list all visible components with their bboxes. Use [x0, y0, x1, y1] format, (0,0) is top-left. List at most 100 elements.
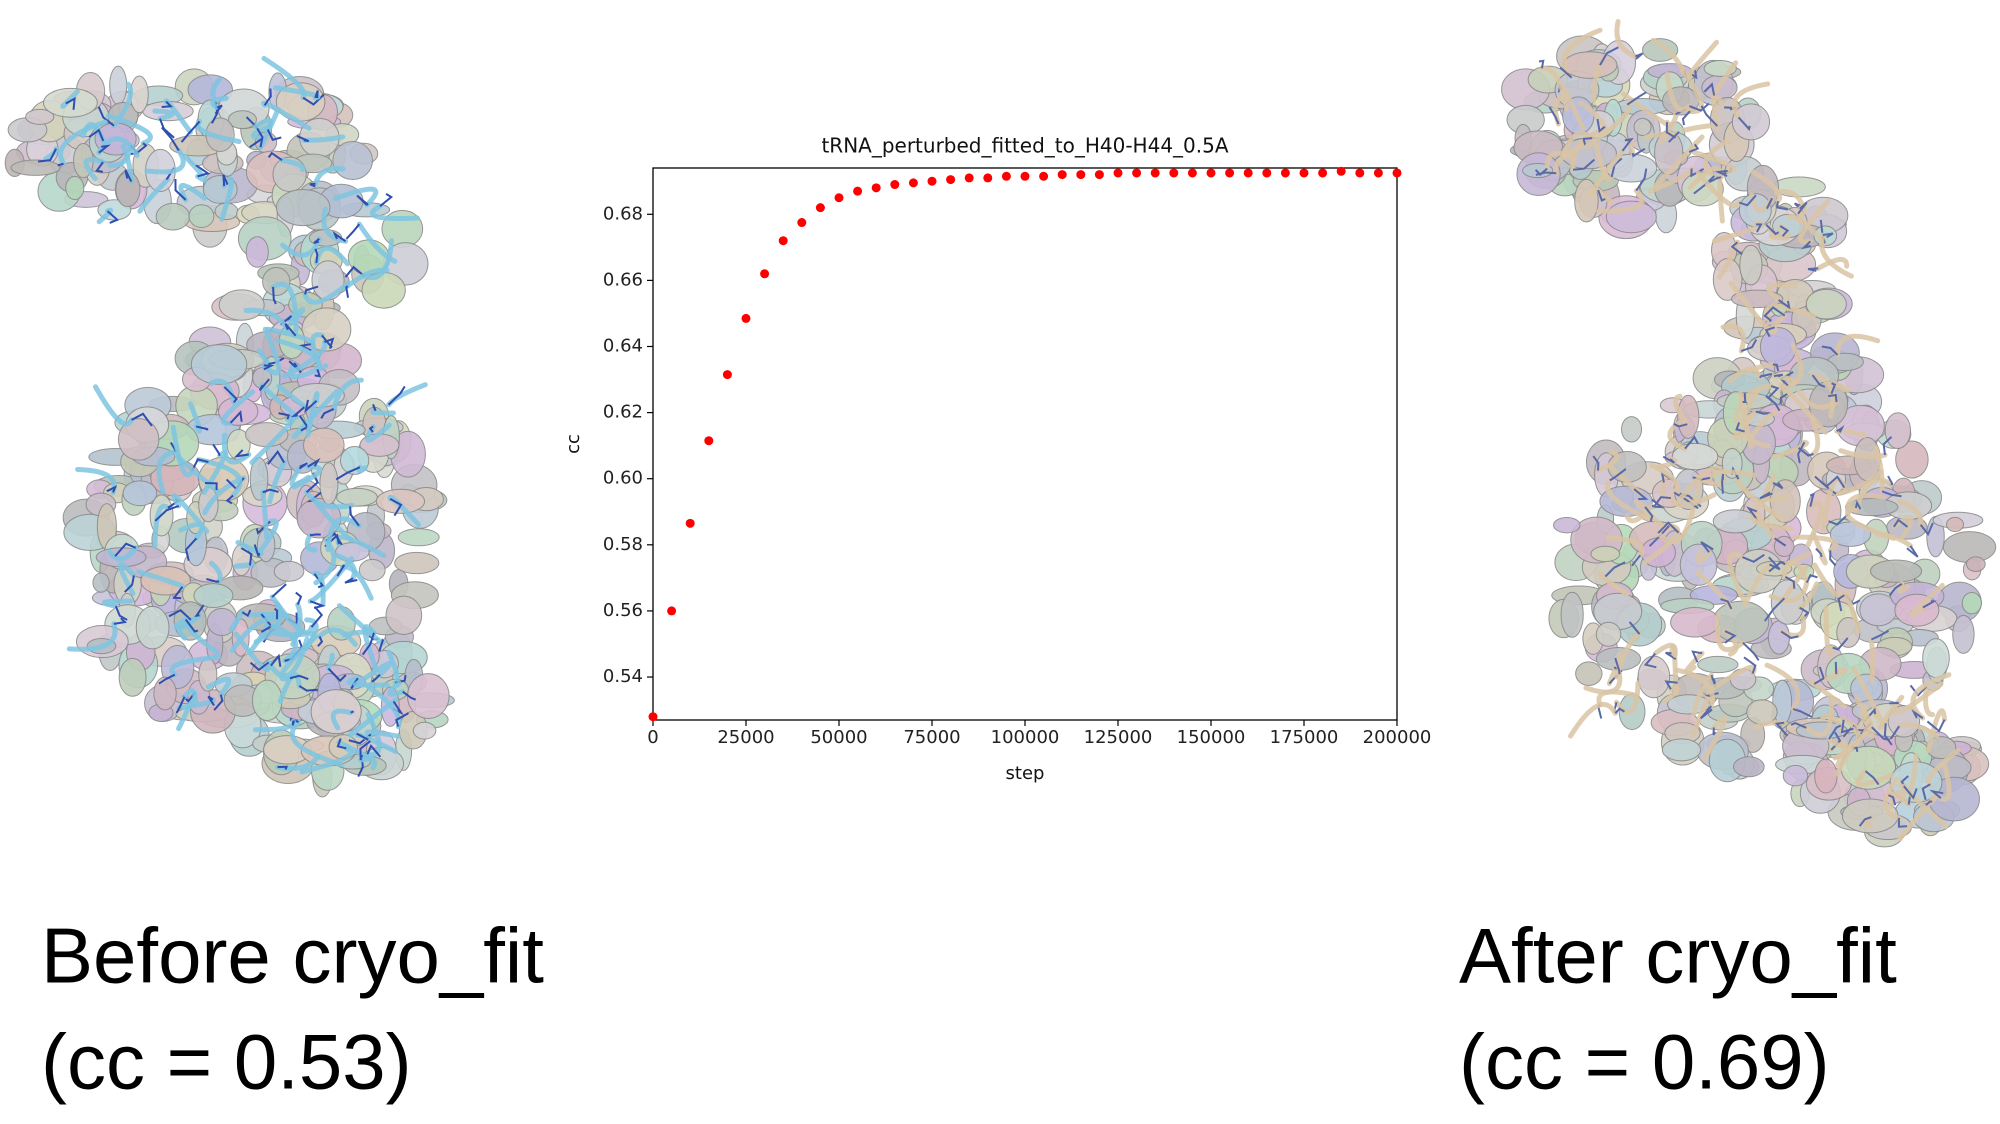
- sticks: [240, 547, 253, 566]
- sticks: [1737, 116, 1751, 132]
- ribbon: [1662, 685, 1680, 704]
- ribbon: [1628, 139, 1636, 156]
- sticks: [1870, 630, 1890, 641]
- ribbon: [1544, 150, 1577, 172]
- sticks: [379, 193, 394, 207]
- ribbon: [1891, 515, 1914, 539]
- sticks: [214, 104, 223, 115]
- sticks: [272, 286, 277, 305]
- ribbon: [1809, 415, 1821, 457]
- ribbon: [1642, 131, 1681, 141]
- ribbon: [1855, 768, 1895, 787]
- y-tick-label: 0.68: [603, 203, 643, 224]
- sticks: [1664, 680, 1678, 690]
- density-blob: [1677, 394, 1700, 440]
- sticks: [387, 385, 406, 406]
- ribbon: [365, 683, 402, 730]
- ribbon: [1823, 605, 1836, 657]
- ribbon: [1727, 552, 1747, 603]
- density-blob: [1782, 764, 1809, 787]
- sticks: [180, 120, 201, 143]
- sticks: [1924, 800, 1933, 807]
- sticks: [88, 128, 105, 142]
- ribbon: [270, 623, 299, 664]
- density-blob: [252, 679, 283, 722]
- ribbon: [96, 207, 114, 225]
- chart-title: tRNA_perturbed_fitted_to_H40-H44_0.5A: [821, 134, 1228, 158]
- point: [1243, 168, 1253, 178]
- sticks: [350, 710, 355, 714]
- sticks: [345, 223, 361, 240]
- ribbon: [1824, 667, 1849, 682]
- ribbon: [1910, 672, 1952, 721]
- sticks: [1724, 630, 1737, 644]
- sticks: [1926, 719, 1946, 733]
- ribbon: [1552, 142, 1587, 176]
- ribbon: [176, 616, 189, 641]
- point: [815, 203, 825, 213]
- sticks: [344, 577, 358, 584]
- ribbon: [96, 136, 140, 158]
- sticks: [1797, 447, 1814, 457]
- sticks: [288, 360, 302, 374]
- sticks: [335, 466, 361, 481]
- sticks: [307, 457, 321, 468]
- ribbon: [345, 267, 390, 289]
- ribbon: [278, 634, 318, 682]
- sticks: [229, 410, 243, 424]
- sticks: [266, 129, 282, 142]
- point: [1280, 168, 1290, 178]
- ribbon: [1873, 445, 1885, 494]
- ribbon: [353, 660, 393, 688]
- ribbon: [210, 95, 229, 111]
- sticks: [1633, 488, 1649, 501]
- ribbon: [1938, 762, 1952, 802]
- ribbon: [1684, 650, 1705, 674]
- ribbon: [120, 143, 134, 185]
- sticks: [298, 685, 318, 692]
- ribbon: [1695, 548, 1712, 564]
- sticks: [284, 322, 297, 337]
- density-blob: [117, 418, 160, 461]
- x-tick-label: 125000: [1084, 727, 1153, 748]
- sticks: [356, 732, 369, 741]
- density-blob: [1952, 614, 1975, 654]
- sticks: [131, 412, 153, 427]
- ribbon: [330, 708, 354, 731]
- ribbon: [356, 221, 398, 264]
- ribbon: [275, 338, 322, 372]
- sticks: [38, 148, 57, 163]
- sticks: [97, 106, 115, 127]
- sticks: [271, 583, 287, 598]
- ribbon: [152, 503, 171, 549]
- sticks: [1807, 267, 1819, 272]
- point: [760, 269, 770, 279]
- ribbon: [1782, 551, 1813, 580]
- density-blob: [193, 583, 234, 608]
- sticks: [1779, 225, 1790, 237]
- y-axis-label: cc: [563, 434, 584, 454]
- sticks: [191, 458, 209, 472]
- sticks: [1784, 575, 1796, 589]
- sticks: [1871, 726, 1890, 741]
- sticks: [1922, 600, 1937, 609]
- density-blob: [218, 289, 265, 321]
- ribbon: [251, 123, 273, 142]
- sticks: [1906, 545, 1919, 558]
- ribbon: [1624, 503, 1655, 524]
- point: [797, 218, 807, 228]
- sticks: [1604, 561, 1626, 578]
- ribbon: [1791, 534, 1839, 553]
- ribbon: [1797, 581, 1820, 611]
- ribbon: [1885, 789, 1907, 803]
- sticks: [1759, 372, 1773, 379]
- point: [1094, 170, 1104, 180]
- density-blob: [1670, 606, 1720, 638]
- ribbon: [93, 384, 135, 427]
- point: [1262, 168, 1272, 178]
- ribbon: [117, 562, 137, 596]
- sticks: [270, 653, 282, 667]
- ribbon: [1597, 571, 1630, 597]
- ribbon: [302, 280, 351, 305]
- density-blob: [262, 267, 291, 297]
